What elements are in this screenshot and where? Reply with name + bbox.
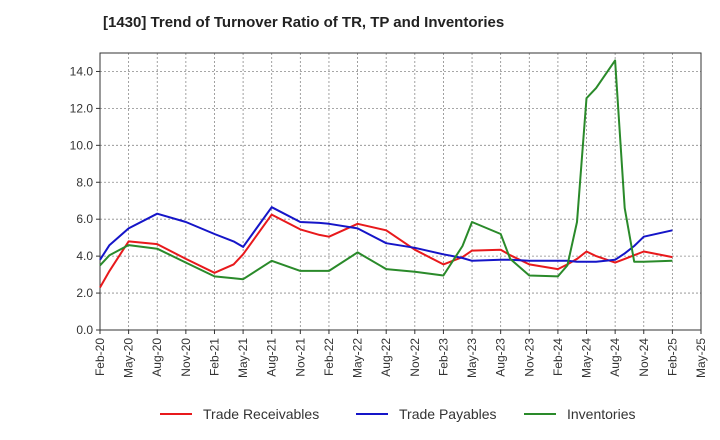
y-tick-label: 14.0 <box>70 64 94 78</box>
legend-label-trade-receivables: Trade Receivables <box>203 406 319 422</box>
chart-title: [1430] Trend of Turnover Ratio of TR, TP… <box>103 14 505 31</box>
x-tick-label: Nov-23 <box>522 338 536 377</box>
x-tick-label: Aug-22 <box>379 338 393 377</box>
x-tick-label: Nov-24 <box>637 338 651 377</box>
axes: 0.0 2.0 4.0 6.0 8.0 10.0 12.0 14.0 Feb-20 May-20 A… <box>70 52 708 378</box>
y-tick-label: 12.0 <box>70 101 94 115</box>
y-tick-label: 4.0 <box>76 249 93 263</box>
x-tick-label: Nov-22 <box>408 338 422 377</box>
x-tick-label: Feb-20 <box>93 338 107 376</box>
x-tick-label: May-22 <box>351 338 365 378</box>
x-tick-label: May-20 <box>122 338 136 378</box>
x-tick-label: Feb-23 <box>436 338 450 376</box>
y-tick-label: 10.0 <box>70 138 94 152</box>
x-tick-label: Nov-21 <box>293 338 307 377</box>
y-tick-label: 6.0 <box>76 212 93 226</box>
x-tick-label: Feb-24 <box>551 338 565 376</box>
legend-label-trade-payables: Trade Payables <box>399 406 497 422</box>
y-tick-label: 2.0 <box>76 286 93 300</box>
legend-label-inventories: Inventories <box>567 406 635 422</box>
y-tick-label: 8.0 <box>76 175 93 189</box>
x-tick-label: Aug-24 <box>608 338 622 377</box>
x-tick-label: May-24 <box>580 338 594 378</box>
legend: Trade Receivables Trade Payables Inventori… <box>160 406 635 422</box>
grid-lines <box>99 53 702 331</box>
series-line-inventories <box>99 59 673 281</box>
x-tick-label: Feb-22 <box>322 338 336 376</box>
x-tick-label: May-21 <box>236 338 250 378</box>
x-tick-label: Aug-21 <box>265 338 279 377</box>
series-line-trade-payables <box>99 206 673 263</box>
x-tick-label: Aug-20 <box>150 338 164 377</box>
x-tick-label: Feb-25 <box>665 338 679 376</box>
x-tick-label: May-23 <box>465 338 479 378</box>
x-tick-label: Nov-20 <box>179 338 193 377</box>
plot-frame <box>99 52 702 331</box>
y-tick-label: 0.0 <box>76 323 93 337</box>
x-tick-label: May-25 <box>694 338 708 378</box>
series-line-trade-receivables <box>99 213 673 288</box>
x-tick-label: Aug-23 <box>494 338 508 377</box>
x-tick-label: Feb-21 <box>207 338 221 376</box>
series-lines <box>99 59 673 288</box>
